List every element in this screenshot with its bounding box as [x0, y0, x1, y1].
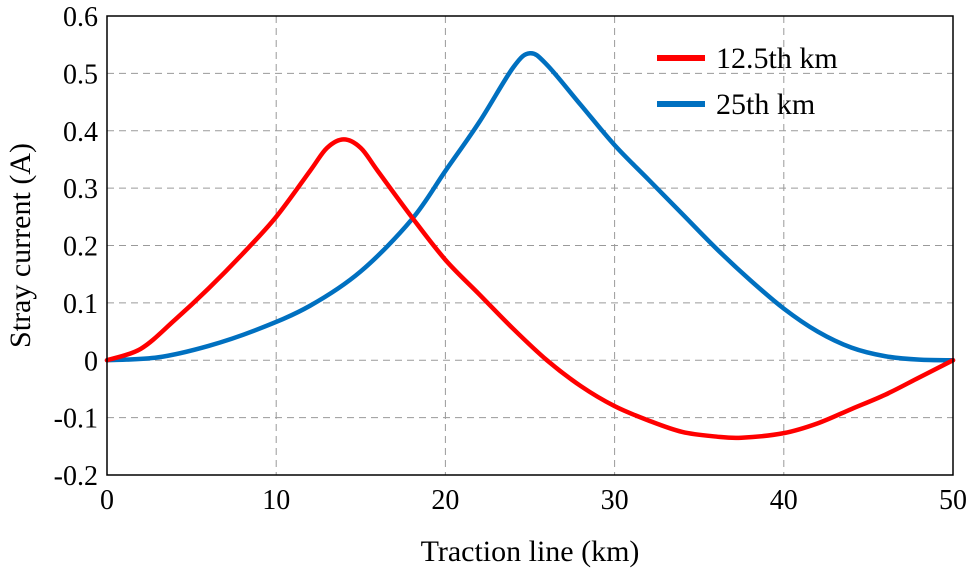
y-axis-label: Stray current (A)	[4, 143, 37, 348]
legend: 12.5th km 25th km	[657, 42, 838, 121]
y-tick-label: 0	[84, 346, 98, 377]
x-tick-label: 10	[262, 485, 290, 516]
legend-label-25th-km: 25th km	[716, 88, 815, 121]
x-tick-labels: 0 10 20 30 40 50	[100, 485, 967, 516]
x-tick-label: 30	[601, 485, 629, 516]
y-tick-label: 0.1	[63, 289, 98, 320]
legend-label-12-5th-km: 12.5th km	[716, 42, 838, 75]
y-tick-label: 0.4	[63, 117, 98, 148]
x-tick-label: 20	[431, 485, 459, 516]
series-lines	[104, 51, 956, 441]
x-axis-label: Traction line (km)	[421, 535, 640, 568]
y-tick-labels: -0.2 -0.1 0 0.1 0.2 0.3 0.4 0.5 0.6	[54, 2, 98, 492]
y-tick-label: 0.6	[63, 2, 98, 33]
y-tick-label: 0.2	[63, 232, 98, 263]
y-tick-label: 0.3	[63, 174, 98, 205]
x-tick-label: 0	[100, 485, 114, 516]
grid-lines	[107, 16, 953, 475]
y-tick-label: -0.1	[54, 404, 98, 435]
x-tick-label: 40	[770, 485, 798, 516]
series-line-12-5th-km	[104, 137, 956, 441]
y-tick-label: 0.5	[63, 59, 98, 90]
series-line-25th-km	[104, 51, 956, 363]
y-tick-label: -0.2	[54, 461, 98, 492]
x-tick-label: 50	[939, 485, 967, 516]
plot-frame	[106, 15, 954, 476]
